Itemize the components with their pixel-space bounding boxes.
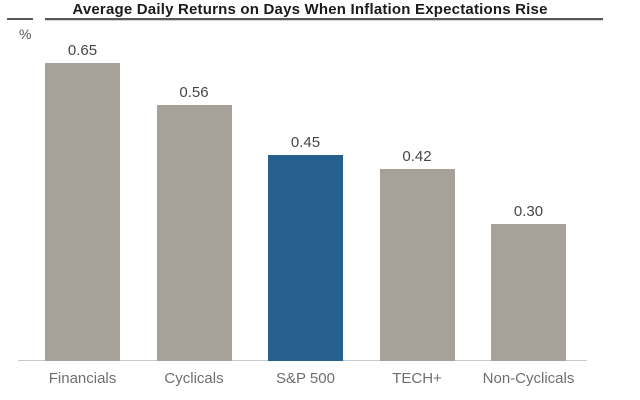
- bar-group-tech: 0.42 TECH+: [361, 148, 473, 387]
- bar-financials: [45, 63, 120, 361]
- bar-group-non-cyclicals: 0.30 Non-Cyclicals: [473, 203, 585, 387]
- category-label-non-cyclicals: Non-Cyclicals: [482, 370, 575, 387]
- category-label-cyclicals: Cyclicals: [164, 370, 224, 387]
- bar-value-label: 0.65: [67, 42, 98, 59]
- y-axis-unit-label: %: [19, 26, 32, 42]
- bar-value-label: 0.56: [179, 84, 209, 101]
- bar-group-cyclicals: 0.56 Cyclicals: [138, 84, 250, 387]
- bar-cyclicals: [156, 105, 232, 361]
- bar-group-sp500: 0.45 S&P 500: [250, 134, 362, 387]
- bar-value-label: 0.42: [402, 148, 432, 165]
- bar-value-label: 0.30: [513, 203, 544, 220]
- title-underline-dash: [7, 18, 33, 20]
- bar-value-label: 0.45: [290, 134, 321, 151]
- category-label-sp500: S&P 500: [276, 370, 335, 387]
- bar-tech: [379, 169, 455, 361]
- bar-group-financials: 0.65 Financials: [27, 42, 139, 387]
- category-label-tech: TECH+: [392, 370, 442, 387]
- title-underline: [45, 18, 603, 20]
- category-label-financials: Financials: [48, 370, 117, 387]
- bar-sp500-highlighted: [268, 155, 343, 361]
- bar-non-cyclicals: [491, 224, 566, 361]
- chart-title: Average Daily Returns on Days When Infla…: [72, 1, 548, 18]
